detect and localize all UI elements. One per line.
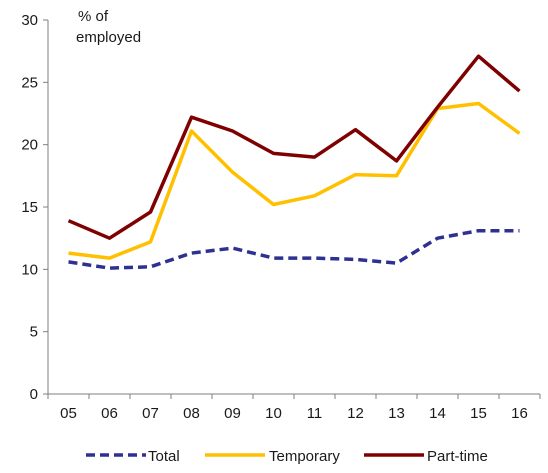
- x-tick-label: 07: [142, 405, 159, 422]
- y-tick-label: 5: [30, 324, 38, 341]
- y-unit-label: % of employed: [76, 8, 141, 46]
- x-tick-label: 15: [470, 405, 487, 422]
- legend: Total Temporary Part-time: [86, 448, 488, 465]
- x-tick-label: 06: [101, 405, 118, 422]
- x-tick-label: 09: [224, 405, 241, 422]
- y-unit-label-line: employed: [76, 29, 141, 46]
- y-tick-label: 30: [21, 12, 38, 29]
- legend-label: Part-time: [427, 448, 488, 465]
- y-tick-label: 0: [30, 386, 38, 403]
- y-tick-label: 20: [21, 137, 38, 154]
- x-tick-label: 13: [388, 405, 405, 422]
- legend-label: Total: [148, 448, 180, 465]
- x-tick-label: 16: [511, 405, 528, 422]
- series-lines: [67, 54, 521, 270]
- legend-label: Temporary: [269, 448, 340, 465]
- x-tick-label: 12: [347, 405, 364, 422]
- series-line-part-time: [67, 54, 521, 240]
- y-tick-label: 15: [21, 199, 38, 216]
- x-tick-label: 14: [429, 405, 446, 422]
- x-tick-label: 11: [307, 405, 323, 422]
- y-tick-label: 25: [21, 74, 38, 91]
- series-line-total: [68, 228, 520, 270]
- series-line-temporary: [68, 101, 521, 260]
- x-tick-label: 08: [183, 405, 200, 422]
- x-tick-label: 05: [60, 405, 77, 422]
- y-tick-label: 10: [21, 261, 38, 278]
- x-tick-label: 10: [265, 405, 282, 422]
- y-unit-label-line: % of: [78, 8, 109, 25]
